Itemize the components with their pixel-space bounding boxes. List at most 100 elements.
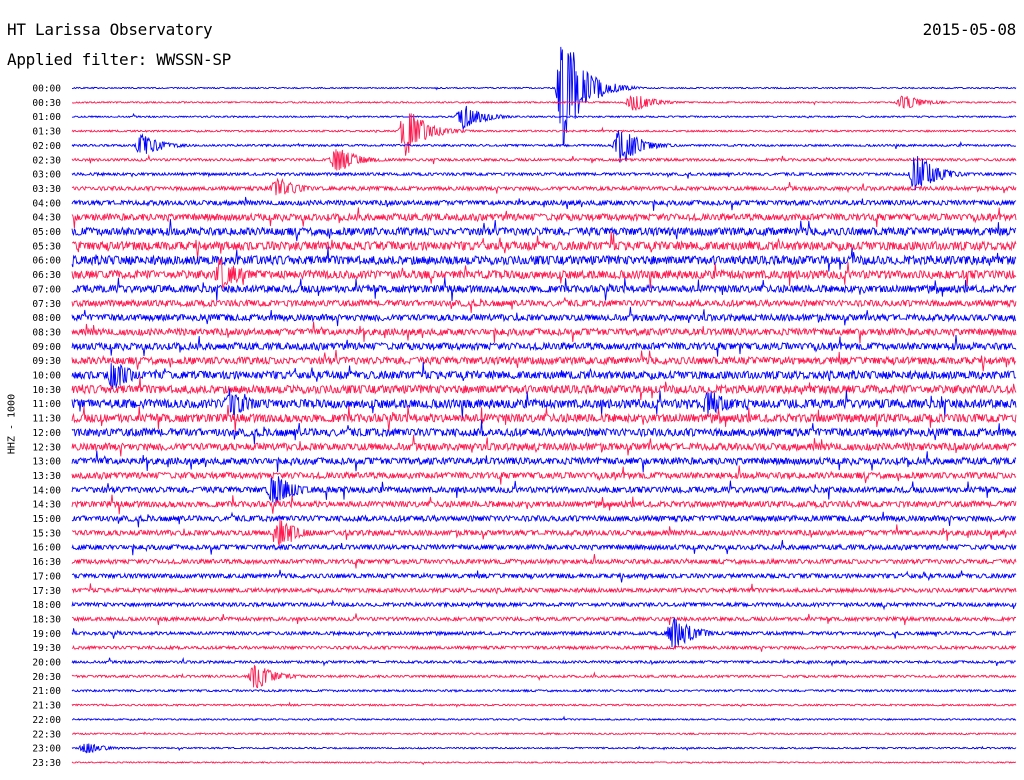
row-time-label: 14:00: [32, 485, 61, 496]
row-time-label: 17:30: [32, 586, 61, 597]
row-time-label: 05:00: [32, 227, 61, 238]
date-label: 2015-05-08: [922, 20, 1017, 39]
row-time-label: 15:00: [32, 514, 61, 525]
row-time-label: 02:30: [32, 155, 61, 166]
trace-row-2300: [71, 743, 1017, 754]
row-time-label: 16:30: [32, 557, 61, 568]
filter-label: Applied filter: WWSSN-SP: [7, 50, 231, 69]
row-time-label: 07:00: [32, 284, 61, 295]
trace-row-1330: [71, 465, 1017, 485]
trace-row-2200: [72, 715, 1017, 722]
row-time-label: 14:30: [32, 500, 61, 511]
trace-row-1800: [71, 599, 1017, 611]
station-title: HT Larissa Observatory: [7, 20, 213, 39]
row-time-label: 17:00: [32, 571, 61, 582]
trace-row-0130: [71, 113, 1017, 156]
trace-row-1000: [71, 362, 1017, 390]
trace-row-2130: [71, 701, 1017, 708]
trace-row-0800: [71, 306, 1017, 327]
trace-row-0400: [71, 196, 1017, 211]
row-time-label: 18:00: [32, 600, 61, 611]
row-time-label: 12:30: [32, 442, 61, 453]
row-time-label: 04:00: [32, 198, 61, 209]
trace-row-0030: [71, 95, 1017, 111]
trace-row-0330: [71, 177, 1017, 196]
trace-row-1030: [71, 376, 1017, 401]
trace-row-1100: [71, 388, 1017, 419]
trace-row-0200: [71, 130, 1017, 163]
trace-row-0930: [71, 349, 1017, 372]
trace-row-0300: [71, 156, 1017, 191]
trace-row-2330: [71, 760, 1017, 766]
trace-row-1700: [71, 569, 1017, 583]
trace-row-0900: [71, 335, 1017, 357]
row-time-label: 06:00: [32, 256, 61, 267]
trace-row-1200: [71, 419, 1017, 445]
row-time-label: 13:30: [32, 471, 61, 482]
trace-row-1400: [71, 476, 1017, 505]
row-time-label: 06:30: [32, 270, 61, 281]
trace-row-0830: [71, 321, 1017, 344]
trace-row-0700: [71, 277, 1017, 302]
row-time-label: 21:00: [32, 686, 61, 697]
row-time-label: 13:00: [32, 457, 61, 468]
trace-row-0000: [71, 46, 1017, 147]
row-time-label: 05:30: [32, 241, 61, 252]
trace-row-1730: [71, 583, 1017, 595]
row-label-group: 00:00 00:30 01:00 01:30 02:00 02:30 03:00 03:30…: [32, 84, 61, 769]
trace-row-1230: [71, 434, 1017, 457]
row-time-label: 23:00: [32, 744, 61, 755]
trace-row-1830: [71, 613, 1016, 626]
row-time-label: 01:00: [32, 112, 61, 123]
row-time-label: 03:00: [32, 170, 61, 181]
trace-row-0230: [71, 149, 1017, 171]
trace-row-0630: [71, 258, 1017, 290]
row-time-label: 10:30: [32, 385, 61, 396]
trace-row-2100: [71, 688, 1017, 693]
row-time-label: 08:30: [32, 327, 61, 338]
trace-row-1530: [71, 519, 1017, 546]
trace-row-0100: [71, 105, 1017, 130]
trace-row-1430: [71, 494, 1017, 515]
row-time-label: 08:00: [32, 313, 61, 324]
row-time-label: 19:00: [32, 629, 61, 640]
row-time-label: 10:00: [32, 371, 61, 382]
trace-row-1500: [71, 511, 1017, 528]
row-time-label: 00:30: [32, 98, 61, 109]
row-time-label: 01:30: [32, 127, 61, 138]
row-time-label: 07:30: [32, 299, 61, 310]
row-time-label: 18:30: [32, 614, 61, 625]
trace-row-1130: [71, 404, 1017, 433]
row-time-label: 20:00: [32, 658, 61, 669]
row-time-label: 09:00: [32, 342, 61, 353]
row-time-label: 23:30: [32, 758, 61, 769]
row-time-label: 15:30: [32, 528, 61, 539]
trace-row-0430: [71, 207, 1017, 229]
trace-group: [71, 46, 1017, 766]
row-time-label: 04:30: [32, 213, 61, 224]
row-time-label: 12:00: [32, 428, 61, 439]
row-time-label: 16:00: [32, 543, 61, 554]
row-time-label: 09:30: [32, 356, 61, 367]
row-time-label: 21:30: [32, 701, 61, 712]
trace-row-1930: [71, 644, 1017, 652]
trace-row-0730: [71, 297, 1017, 313]
row-time-label: 22:30: [32, 729, 61, 740]
trace-row-0530: [72, 231, 1017, 259]
trace-row-2230: [71, 731, 1017, 736]
trace-row-1300: [71, 450, 1017, 473]
trace-row-0600: [71, 246, 1017, 272]
trace-row-2000: [71, 657, 1017, 667]
trace-row-1630: [71, 554, 1017, 569]
row-time-label: 11:00: [32, 399, 61, 410]
row-time-label: 11:30: [32, 414, 61, 425]
row-time-label: 00:00: [32, 84, 61, 95]
trace-row-0500: [71, 218, 1017, 242]
trace-row-1900: [71, 617, 1017, 649]
row-time-label: 03:30: [32, 184, 61, 195]
trace-row-2030: [71, 664, 1017, 689]
trace-row-1600: [71, 539, 1017, 556]
row-time-label: 20:30: [32, 672, 61, 683]
row-time-label: 19:30: [32, 643, 61, 654]
